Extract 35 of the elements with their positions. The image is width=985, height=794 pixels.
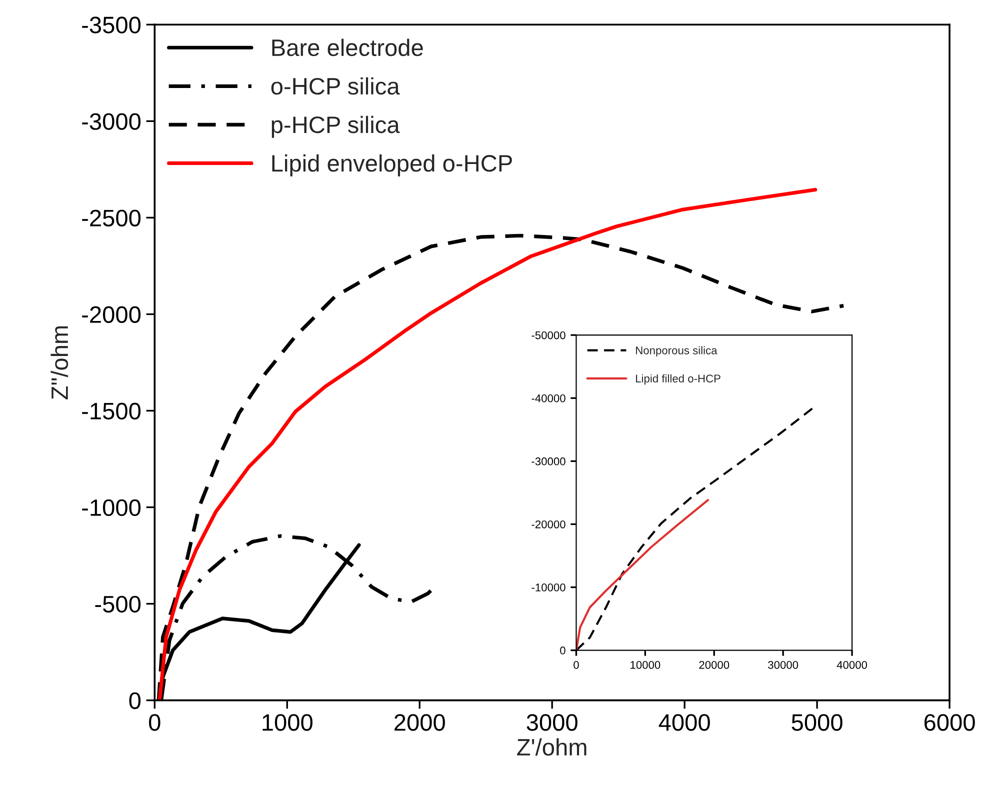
x-axis-title: Z'/ohm (517, 738, 586, 756)
y-tick-label: -2500 (82, 210, 141, 226)
legend-label: p-HCP silica (272, 116, 400, 138)
y-tick-label: -3000 (82, 113, 141, 130)
x-tick-label: 3000 (526, 714, 578, 731)
x-tick-label: 20000 (699, 660, 730, 669)
x-tick-label: 2000 (394, 714, 445, 731)
x-tick-label: 5000 (792, 714, 842, 731)
y-tick-label: -3500 (82, 16, 141, 34)
x-tick-label: 40000 (836, 660, 868, 669)
y-tick-label: 0 (129, 692, 141, 710)
y-tick-label: -30000 (532, 457, 566, 466)
y-tick-label: -20000 (532, 520, 566, 528)
y-tick-label: -1000 (82, 499, 141, 516)
line-series (576, 499, 710, 650)
legend-label: o-HCP silica (271, 77, 400, 95)
y-tick-label: -50000 (532, 331, 566, 340)
legend-label: Lipid enveloped o-HCP (272, 154, 512, 176)
x-tick-label: 4000 (658, 714, 710, 731)
x-tick-label: 0 (574, 660, 579, 669)
y-tick-label: 0 (560, 646, 566, 654)
legend-label: Lipid filled o-HCP (636, 374, 720, 385)
legend-label: Nonporous silica (636, 346, 718, 357)
x-tick-label: 30000 (768, 660, 798, 669)
y-tick-label: -10000 (532, 584, 566, 592)
x-tick-label: 10000 (630, 660, 660, 669)
legend-label: Bare electrode (272, 38, 423, 56)
y-axis-title: Z"/ohm (50, 326, 68, 400)
x-tick-label: 0 (149, 714, 160, 731)
y-tick-label: -500 (95, 596, 141, 613)
x-tick-label: 1000 (262, 714, 312, 731)
y-tick-label: -2000 (82, 306, 141, 323)
y-tick-label: -40000 (532, 394, 566, 402)
x-tick-label: 6000 (924, 714, 975, 731)
y-tick-label: -1500 (82, 402, 141, 420)
